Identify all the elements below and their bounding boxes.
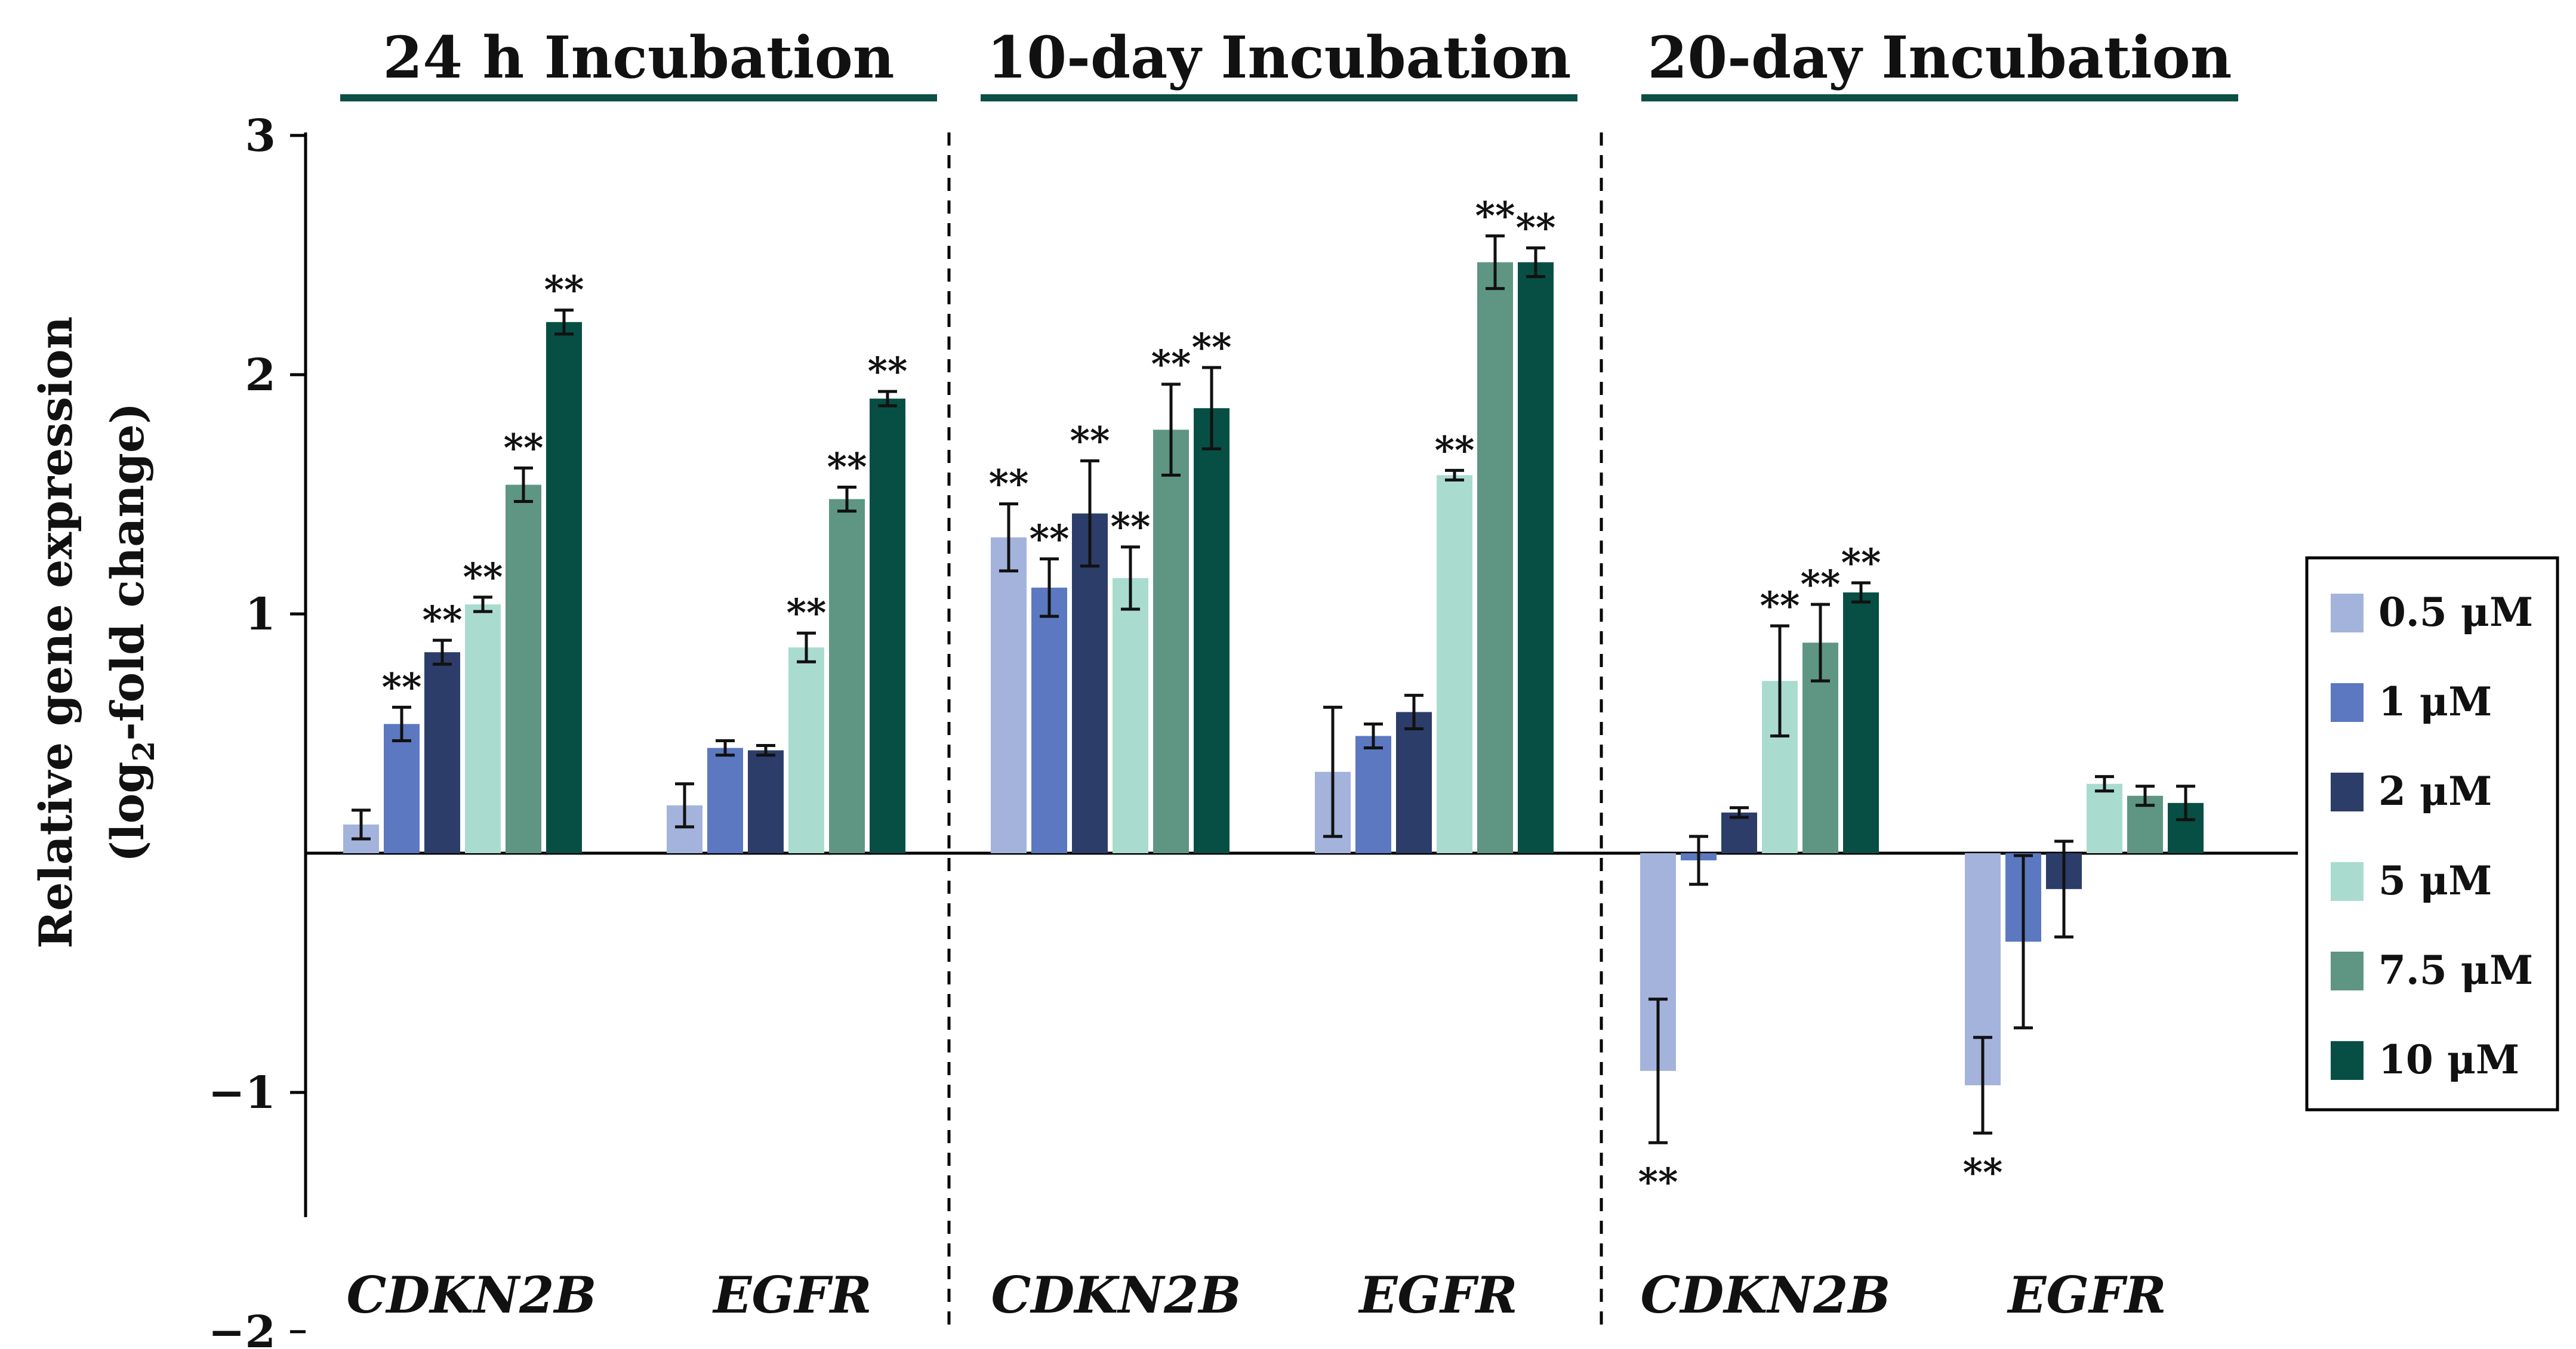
bar <box>1194 408 1230 853</box>
bar <box>707 748 743 853</box>
significance-label: ** <box>1192 325 1232 370</box>
legend-entry: 5 μM <box>2378 857 2492 904</box>
gene-label: EGFR <box>712 1265 871 1325</box>
gene-label: CDKN2B <box>347 1265 597 1325</box>
bar <box>788 647 824 853</box>
bar <box>748 750 784 853</box>
bar <box>2087 783 2122 853</box>
y-tick-label: −1 <box>208 1067 276 1119</box>
significance-label: ** <box>1963 1150 2003 1195</box>
significance-label: ** <box>1030 517 1070 561</box>
legend-entry: 0.5 μM <box>2378 589 2533 635</box>
bar <box>1031 587 1067 853</box>
significance-label: ** <box>827 444 867 489</box>
bar <box>1477 262 1513 853</box>
y-axis-label-line2: (log2-fold change) <box>101 403 161 862</box>
significance-label: ** <box>1070 418 1110 463</box>
significance-label: ** <box>1638 1160 1678 1205</box>
y-tick-label: 2 <box>245 350 276 401</box>
legend-box <box>2305 556 2559 1112</box>
group-title: 20-day Incubation <box>1648 24 2232 91</box>
legend-swatch <box>2331 773 2364 811</box>
bar <box>829 499 865 853</box>
gene-label: EGFR <box>1358 1265 1517 1325</box>
y-tick-label: −2 <box>208 1307 276 1349</box>
bar <box>1113 578 1148 853</box>
legend-entry: 7.5 μM <box>2378 947 2533 993</box>
significance-label: ** <box>1841 541 1881 585</box>
group-title: 10-day Incubation <box>987 24 1572 91</box>
significance-label: ** <box>989 462 1029 507</box>
significance-label: ** <box>1801 562 1841 607</box>
bar <box>1721 812 1757 853</box>
legend-swatch <box>2331 862 2364 901</box>
bar <box>1437 475 1472 853</box>
significance-label: ** <box>544 268 584 313</box>
group-title-underline <box>1641 94 2238 101</box>
significance-label: ** <box>1435 428 1475 473</box>
bar <box>384 724 420 853</box>
significance-label: ** <box>1475 193 1515 238</box>
significance-label: ** <box>463 555 503 600</box>
bar <box>1518 262 1554 853</box>
bar <box>465 604 501 853</box>
y-axis-title: Relative gene expression (log2-fold chan… <box>29 316 161 949</box>
y-tick-label: 1 <box>245 589 276 640</box>
bar <box>991 537 1027 853</box>
bar <box>546 322 582 853</box>
gene-label: CDKN2B <box>1641 1265 1891 1325</box>
gene-label: EGFR <box>2007 1265 2166 1325</box>
legend-entry: 1 μM <box>2378 678 2492 725</box>
legend-entry: 2 μM <box>2378 768 2492 814</box>
group-title-underline <box>340 94 937 101</box>
bar <box>1072 513 1108 853</box>
bar <box>870 399 905 853</box>
legend-entry: 10 μM <box>2378 1036 2519 1083</box>
significance-label: ** <box>868 349 908 394</box>
bar <box>506 484 541 853</box>
significance-label: ** <box>382 665 422 709</box>
legend-swatch <box>2331 952 2364 990</box>
significance-label: ** <box>1516 205 1556 250</box>
bar <box>1396 712 1432 853</box>
group-title-underline <box>981 94 1577 101</box>
y-axis-label-line1: Relative gene expression <box>29 316 82 949</box>
significance-label: ** <box>1760 584 1800 628</box>
legend-swatch <box>2331 1041 2364 1080</box>
bar <box>424 652 460 853</box>
significance-label: ** <box>1111 505 1151 550</box>
bars: **********CDKN2B******EGFR********** **CD… <box>343 193 2204 1325</box>
gene-label: CDKN2B <box>991 1265 1241 1325</box>
bar <box>1153 430 1189 853</box>
significance-label: ** <box>1151 342 1191 387</box>
y-tick-label: 3 <box>245 110 276 162</box>
significance-label: ** <box>423 598 463 643</box>
significance-label: ** <box>504 425 544 470</box>
legend-swatch <box>2331 594 2364 632</box>
bar <box>1843 592 1879 853</box>
bar <box>1355 736 1391 853</box>
group-headers: 24 h Incubation 10-day Incubation 20-day I… <box>340 24 2238 101</box>
legend: 0.5 μM 1 μM 2 μM 5 μM 7.5 μM 10 μM <box>2305 556 2559 1112</box>
legend-swatch <box>2331 683 2364 722</box>
group-title: 24 h Incubation <box>383 24 894 91</box>
significance-label: ** <box>787 591 827 635</box>
